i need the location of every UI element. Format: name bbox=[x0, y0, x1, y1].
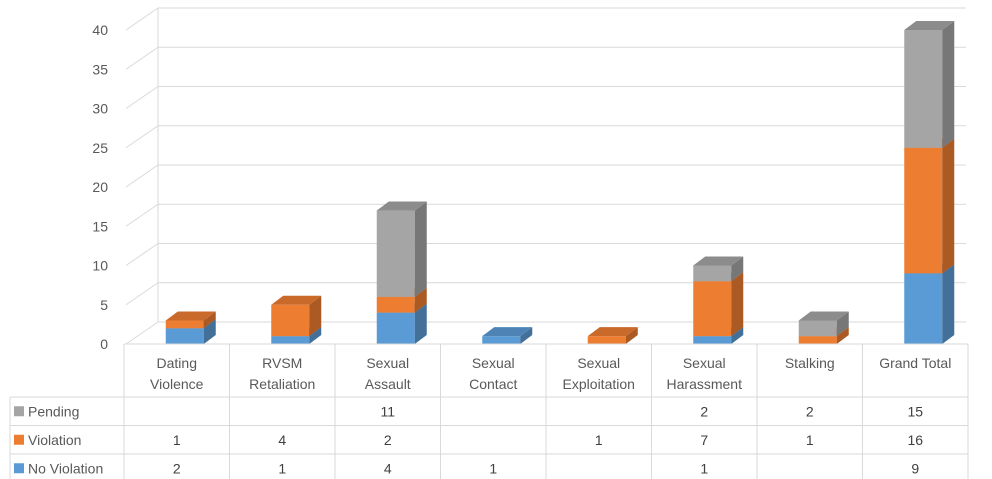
data-table-value: 2 bbox=[806, 403, 814, 419]
x-category-label: Harassment bbox=[667, 376, 743, 392]
data-table-value: 2 bbox=[700, 403, 708, 419]
data-table-value: 1 bbox=[700, 460, 708, 476]
x-category-label: Grand Total bbox=[879, 355, 951, 371]
x-category-label: Sexual bbox=[683, 355, 726, 371]
legend-label: No Violation bbox=[28, 460, 103, 476]
bar-segment bbox=[693, 272, 744, 337]
bar-segment bbox=[482, 327, 533, 344]
legend-swatch bbox=[14, 406, 24, 417]
y-tick-label: 40 bbox=[92, 22, 108, 38]
x-category-label: Dating bbox=[157, 355, 197, 371]
data-table-value: 7 bbox=[700, 432, 708, 448]
data-table-value: 4 bbox=[384, 460, 392, 476]
data-table-value: 1 bbox=[173, 432, 181, 448]
bar-segment bbox=[798, 311, 849, 337]
y-tick-label: 0 bbox=[100, 336, 108, 352]
x-category-label: RVSM bbox=[262, 355, 302, 371]
data-table-value: 9 bbox=[911, 460, 919, 476]
data-table-value: 1 bbox=[595, 432, 603, 448]
x-category-label: Sexual bbox=[366, 355, 409, 371]
bar-segment bbox=[165, 311, 216, 329]
data-table-value: 1 bbox=[806, 432, 814, 448]
x-category-label: Violence bbox=[150, 376, 204, 392]
grid-lines bbox=[125, 7, 966, 345]
bar-segment bbox=[904, 21, 955, 148]
legend-label: Pending bbox=[28, 403, 79, 419]
x-category-label: Retaliation bbox=[249, 376, 315, 392]
bar-segment bbox=[587, 327, 638, 344]
legend-label: Violation bbox=[28, 432, 81, 448]
data-table-value: 4 bbox=[278, 432, 286, 448]
y-axis-ticks: 0 5 10 15 20 25 30 35 40 bbox=[92, 22, 108, 352]
y-tick-label: 25 bbox=[92, 140, 108, 156]
y-tick-label: 35 bbox=[92, 61, 108, 77]
x-category-label: Stalking bbox=[785, 355, 835, 371]
data-table-value: 1 bbox=[489, 460, 497, 476]
bar-segment bbox=[693, 256, 744, 282]
y-tick-label: 30 bbox=[92, 101, 108, 117]
x-category-label: Assault bbox=[365, 376, 411, 392]
bar-segment bbox=[904, 264, 955, 344]
data-table-value: 2 bbox=[384, 432, 392, 448]
legend-swatch bbox=[14, 434, 24, 445]
x-category-label: Sexual bbox=[472, 355, 515, 371]
bars bbox=[165, 21, 955, 344]
x-category-label: Sexual bbox=[577, 355, 620, 371]
y-tick-label: 10 bbox=[92, 258, 108, 274]
legend-swatch bbox=[14, 463, 24, 474]
y-tick-label: 20 bbox=[92, 179, 108, 195]
bar-segment bbox=[376, 201, 427, 297]
data-table: Dating Violence RVSM Retaliation Sexual Assau… bbox=[9, 343, 969, 479]
x-category-label: Contact bbox=[469, 376, 517, 392]
data-table-value: 2 bbox=[173, 460, 181, 476]
data-table-value: 1 bbox=[278, 460, 286, 476]
bar-segment bbox=[904, 138, 955, 274]
data-table-value: 16 bbox=[907, 432, 923, 448]
x-category-label: Exploitation bbox=[563, 376, 635, 392]
data-table-value: 11 bbox=[380, 403, 395, 419]
bar-segment bbox=[271, 295, 322, 337]
y-tick-label: 15 bbox=[92, 218, 108, 234]
data-table-value: 15 bbox=[907, 403, 923, 419]
y-tick-label: 5 bbox=[100, 297, 108, 313]
